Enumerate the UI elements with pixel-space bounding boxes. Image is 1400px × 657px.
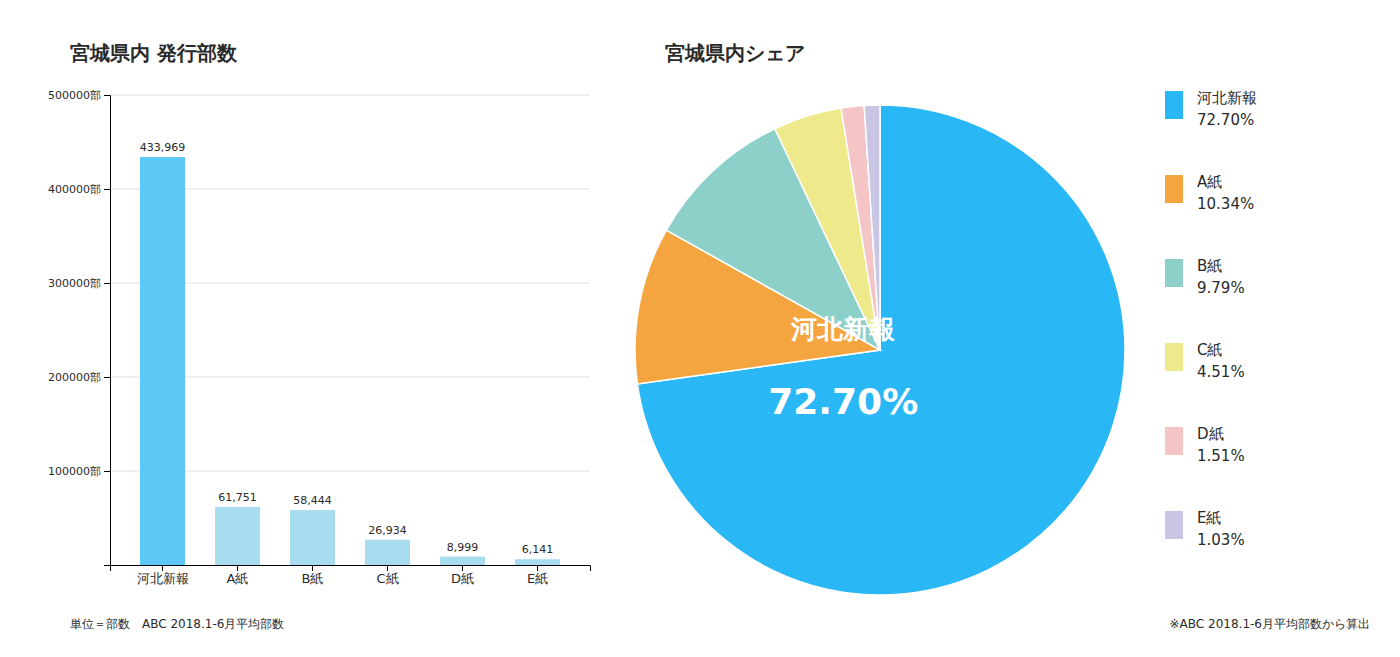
data-label: 433,969 bbox=[140, 141, 186, 154]
slices bbox=[635, 105, 1125, 595]
x-tick-label: B紙 bbox=[302, 571, 324, 586]
legend-item: C紙 4.51% bbox=[1165, 341, 1245, 381]
legend-item: 河北新報 72.70% bbox=[1165, 89, 1257, 129]
y-tick: 100000部 bbox=[48, 465, 110, 478]
legend-swatch bbox=[1165, 91, 1183, 119]
x-tick: 河北新報 bbox=[137, 565, 189, 586]
x-axis: 河北新報 A紙 B紙 C紙 D紙 E紙 bbox=[111, 565, 591, 586]
y-tick: 200000部 bbox=[48, 371, 110, 384]
x-tick-mark bbox=[387, 565, 388, 571]
legend-label: D紙 bbox=[1197, 425, 1224, 443]
y-tick-label: 400000部 bbox=[48, 183, 101, 196]
bar-chart: 433,969 61,751 58,444 26,934 8,999 6,141 10000… bbox=[48, 41, 591, 631]
y-tick-mark bbox=[104, 471, 110, 472]
legend-label: A紙 bbox=[1197, 173, 1222, 191]
bar bbox=[515, 559, 560, 565]
x-tick: D紙 bbox=[451, 565, 474, 586]
legend-value: 4.51% bbox=[1197, 363, 1245, 381]
x-tick-mark bbox=[312, 565, 313, 571]
x-tick-label: E紙 bbox=[527, 571, 548, 586]
legend-label: 河北新報 bbox=[1197, 89, 1257, 107]
legend-item: A紙 10.34% bbox=[1165, 173, 1254, 213]
y-tick-label: 500000部 bbox=[48, 89, 101, 102]
note: 単位＝部数 ABC 2018.1-6月平均部数 bbox=[70, 617, 284, 631]
legend: 河北新報 72.70% A紙 10.34% B紙 9.79% C紙 4.51% D紙 1.51% E… bbox=[1165, 89, 1257, 549]
bar bbox=[140, 157, 185, 565]
pie-chart: 河北新報 72.70% 宮城県内シェア河北新報 72.70% A紙 10.34% B紙 9.7… bbox=[635, 41, 1370, 631]
x-tick: B紙 bbox=[302, 565, 324, 586]
note: ※ABC 2018.1-6月平均部数から算出 bbox=[1170, 617, 1370, 631]
x-tick-label: D紙 bbox=[451, 571, 474, 586]
x-tick-label: 河北新報 bbox=[137, 571, 189, 586]
y-tick-mark bbox=[104, 283, 110, 284]
legend-item: D紙 1.51% bbox=[1165, 425, 1245, 465]
x-tick-mark bbox=[462, 565, 463, 571]
chart-title: 宮城県内シェア bbox=[665, 41, 805, 65]
chart-title: 宮城県内 発行部数 bbox=[70, 41, 238, 65]
x-tick-mark bbox=[237, 565, 238, 571]
x-tick-mark bbox=[162, 565, 163, 571]
y-axis: 100000部 200000部 300000部 400000部 500000部 bbox=[48, 89, 111, 565]
legend-swatch bbox=[1165, 343, 1183, 371]
x-axis-line bbox=[111, 566, 591, 572]
grid-line bbox=[110, 95, 590, 96]
legend-swatch bbox=[1165, 427, 1183, 455]
y-tick-label: 100000部 bbox=[48, 465, 101, 478]
data-label: 61,751 bbox=[218, 491, 257, 504]
y-tick-label: 200000部 bbox=[48, 371, 101, 384]
legend-label: C紙 bbox=[1197, 341, 1222, 359]
legend-item: B紙 9.79% bbox=[1165, 257, 1245, 297]
legend-swatch bbox=[1165, 511, 1183, 539]
y-tick: 500000部 bbox=[48, 89, 110, 102]
x-tick-mark bbox=[537, 565, 538, 571]
x-tick: E紙 bbox=[527, 565, 548, 586]
y-tick-mark bbox=[104, 377, 110, 378]
y-tick: 300000部 bbox=[48, 277, 110, 290]
bars bbox=[140, 157, 560, 565]
legend-label: E紙 bbox=[1197, 509, 1221, 527]
legend-label: B紙 bbox=[1197, 257, 1222, 275]
data-label: 26,934 bbox=[368, 524, 407, 537]
y-tick-label: 300000部 bbox=[48, 277, 101, 290]
y-tick: 400000部 bbox=[48, 183, 110, 196]
slice-label: 河北新報 bbox=[790, 314, 895, 344]
x-tick: A紙 bbox=[227, 565, 249, 586]
legend-value: 72.70% bbox=[1197, 111, 1254, 129]
legend-value: 9.79% bbox=[1197, 279, 1245, 297]
y-axis-line bbox=[104, 96, 111, 566]
x-tick-label: C紙 bbox=[376, 571, 398, 586]
data-label: 6,141 bbox=[522, 543, 554, 556]
data-labels: 433,969 61,751 58,444 26,934 8,999 6,141 bbox=[140, 141, 554, 556]
data-label: 8,999 bbox=[447, 541, 479, 554]
legend-value: 1.03% bbox=[1197, 531, 1245, 549]
bar bbox=[440, 557, 485, 565]
legend-swatch bbox=[1165, 175, 1183, 203]
slice-value-label: 72.70% bbox=[768, 381, 918, 422]
y-tick-mark bbox=[104, 189, 110, 190]
legend-value: 10.34% bbox=[1197, 195, 1254, 213]
bar bbox=[215, 507, 260, 565]
x-tick-label: A紙 bbox=[227, 571, 249, 586]
y-tick-mark bbox=[104, 95, 110, 96]
legend-value: 1.51% bbox=[1197, 447, 1245, 465]
bar bbox=[365, 540, 410, 565]
legend-item: E紙 1.03% bbox=[1165, 509, 1245, 549]
legend-swatch bbox=[1165, 259, 1183, 287]
x-tick: C紙 bbox=[376, 565, 398, 586]
bar bbox=[290, 510, 335, 565]
chart-canvas: 433,969 61,751 58,444 26,934 8,999 6,141 10000… bbox=[0, 0, 1400, 657]
data-label: 58,444 bbox=[293, 494, 332, 507]
